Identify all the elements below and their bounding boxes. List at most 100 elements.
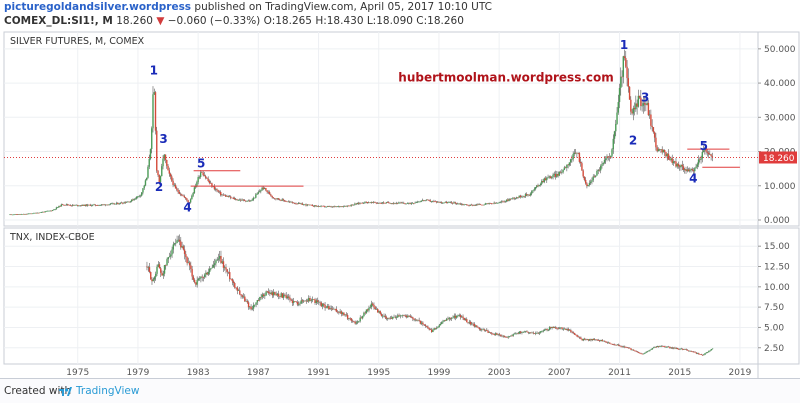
- candle-down: [330, 206, 332, 208]
- candle-down: [211, 183, 213, 187]
- candle-down: [669, 159, 671, 161]
- candle-up: [221, 261, 223, 263]
- candle-up: [439, 201, 441, 203]
- candle-down: [208, 180, 211, 184]
- candle-up: [56, 207, 59, 208]
- candle-down: [305, 204, 307, 206]
- candle-up: [98, 205, 100, 206]
- candle-down: [30, 213, 33, 215]
- candle-down: [409, 202, 411, 204]
- candle-down: [361, 202, 364, 204]
- candle-up: [245, 301, 247, 302]
- candle-up: [108, 204, 110, 206]
- candle-down: [292, 202, 295, 204]
- candle-up: [547, 177, 549, 178]
- candle-down: [631, 111, 633, 114]
- candle-down: [454, 202, 456, 204]
- candle-up: [425, 199, 428, 201]
- candle-up: [346, 205, 349, 207]
- candle-down: [275, 294, 277, 296]
- candle-up: [173, 243, 176, 245]
- candle-down: [469, 321, 472, 325]
- candle-down: [365, 201, 367, 203]
- candle-down: [647, 102, 650, 116]
- candle-down: [599, 340, 601, 342]
- candle-up: [130, 199, 133, 202]
- candle-down: [400, 202, 403, 204]
- candle-down: [120, 202, 123, 204]
- candle-down: [204, 176, 207, 178]
- candle-down: [231, 197, 233, 199]
- candle-up: [684, 349, 686, 350]
- candle-down: [614, 344, 616, 346]
- candle-up: [473, 205, 475, 206]
- candle-down: [607, 156, 609, 157]
- candle-down: [482, 204, 484, 206]
- candle-down: [374, 307, 376, 310]
- candle-down: [85, 204, 88, 206]
- chart-area[interactable]: 1975 1979 1983 1987 1991 1995 1999 2003 2007 2011…: [0, 30, 800, 378]
- wave-label: 1: [620, 38, 628, 52]
- candle-up: [485, 203, 488, 204]
- candle-up: [339, 311, 341, 313]
- candle-up: [504, 201, 507, 202]
- symbol-name[interactable]: COMEX_DL:SI1!, M: [4, 15, 113, 27]
- candle-up: [670, 158, 672, 161]
- candle-up: [326, 206, 329, 207]
- candle-down: [283, 200, 286, 202]
- candle-down: [699, 354, 701, 355]
- candle-down: [295, 203, 297, 204]
- candle-down: [609, 342, 611, 344]
- tnx-panel-frame: [3, 227, 800, 365]
- candle-up: [602, 340, 605, 342]
- candle-up: [497, 334, 499, 335]
- candle-up: [612, 138, 614, 150]
- candle-down: [233, 198, 236, 200]
- candle-down: [595, 339, 597, 341]
- wave-label: 2: [629, 134, 637, 148]
- candle-down: [102, 204, 104, 206]
- candle-up: [200, 276, 202, 279]
- author-link[interactable]: picturegoldandsilver.wordpress: [4, 1, 192, 13]
- candle-up: [582, 338, 585, 341]
- candle-up: [325, 206, 327, 208]
- candle-up: [562, 169, 564, 173]
- candle-up: [518, 195, 520, 198]
- candle-up: [340, 206, 342, 207]
- chart-svg[interactable]: 1975 1979 1983 1987 1991 1995 1999 2003 2007 2011…: [0, 30, 800, 378]
- candle-up: [133, 198, 135, 201]
- candle-up: [592, 176, 594, 181]
- candle-down: [230, 196, 232, 198]
- candle-down: [652, 127, 655, 133]
- candle-down: [241, 295, 243, 297]
- tradingview-brand-link[interactable]: TradingView: [76, 385, 140, 397]
- tnx-y-tick-label: 10.00: [764, 283, 790, 293]
- candle-up: [697, 159, 700, 165]
- candle-down: [586, 183, 588, 187]
- tradingview-logo-icon[interactable]: [58, 385, 72, 397]
- candle-down: [572, 332, 575, 333]
- candle-up: [649, 349, 651, 351]
- publish-info: published on TradingView.com, April 05, …: [194, 1, 492, 13]
- candle-down: [621, 76, 623, 78]
- candle-up: [326, 306, 329, 308]
- candle-up: [700, 158, 702, 160]
- candle-down: [498, 334, 501, 335]
- candle-up: [325, 307, 328, 309]
- candle-down: [611, 343, 613, 345]
- candle-down: [559, 171, 562, 173]
- candle-up: [237, 200, 239, 201]
- candle-up: [24, 214, 26, 215]
- x-tick-label: 2019: [728, 368, 751, 378]
- candle-up: [252, 197, 255, 200]
- candle-up: [647, 350, 650, 352]
- candle-down: [685, 349, 687, 350]
- candle-down: [587, 339, 590, 341]
- candle-down: [624, 346, 626, 348]
- candle-down: [492, 203, 494, 205]
- candle-down: [206, 272, 208, 275]
- candle-down: [565, 328, 567, 330]
- candle-down: [271, 195, 273, 198]
- candle-up: [382, 315, 384, 317]
- candle-up: [522, 331, 524, 333]
